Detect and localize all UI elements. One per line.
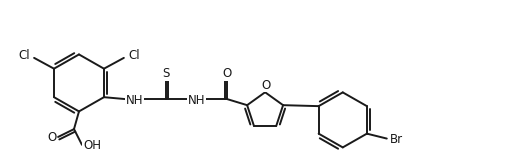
Text: O: O [47, 131, 57, 144]
Text: S: S [162, 67, 169, 80]
Text: Br: Br [390, 133, 403, 146]
Text: OH: OH [83, 139, 101, 152]
Text: NH: NH [188, 94, 205, 107]
Text: Cl: Cl [128, 49, 139, 62]
Text: Cl: Cl [18, 49, 30, 62]
Text: O: O [222, 67, 232, 80]
Text: NH: NH [126, 94, 144, 107]
Text: O: O [261, 79, 271, 92]
